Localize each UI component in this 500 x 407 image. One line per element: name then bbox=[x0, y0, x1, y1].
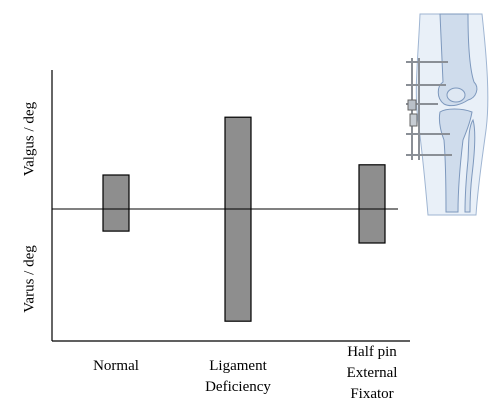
y-axis-label-valgus: Valgus / deg bbox=[21, 101, 38, 177]
fixator-hinge bbox=[409, 113, 418, 127]
y-axis-label-varus: Varus / deg bbox=[21, 245, 38, 313]
x-tick-label-1: Normal bbox=[93, 358, 139, 374]
patella-bone bbox=[446, 87, 466, 103]
fixator-clamp bbox=[407, 99, 417, 111]
range-bars bbox=[102, 116, 386, 322]
knee-fixator-illustration bbox=[406, 13, 489, 216]
fibula-bone bbox=[464, 118, 476, 213]
range-bar-1 bbox=[102, 174, 130, 232]
femur-bone bbox=[437, 13, 478, 107]
range-bar-3 bbox=[358, 164, 386, 244]
range-bar-2 bbox=[224, 116, 252, 322]
x-tick-label-3: Half pin External Fixator bbox=[346, 344, 398, 402]
x-tick-label-2: Ligament Deficiency bbox=[205, 358, 271, 395]
